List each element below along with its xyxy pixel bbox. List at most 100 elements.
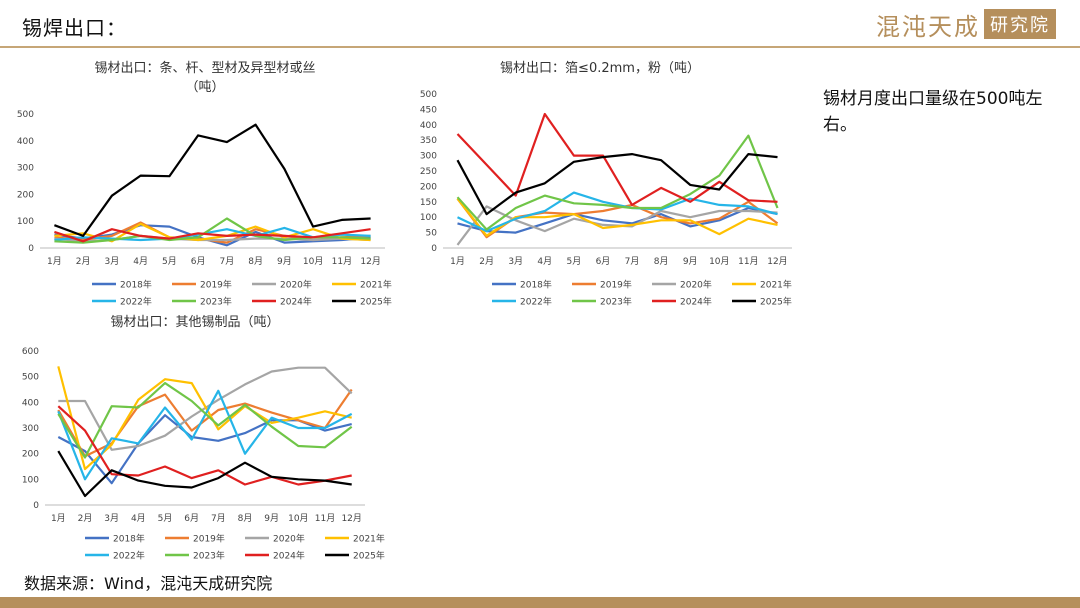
y-tick-label: 350 [420, 136, 437, 146]
chart-title: （吨） [185, 80, 224, 95]
series-line-2024年 [57, 405, 352, 486]
x-tick-label: 3月 [508, 256, 523, 267]
series-line-2024年 [54, 228, 371, 243]
x-tick-label: 7月 [220, 256, 235, 267]
x-tick-label: 11月 [332, 256, 352, 267]
legend-label: 2018年 [120, 279, 152, 291]
x-tick-label: 5月 [162, 256, 177, 267]
y-tick-label: 250 [420, 167, 437, 177]
x-tick-label: 4月 [537, 256, 552, 267]
x-tick-label: 8月 [248, 256, 263, 267]
legend-label: 2023年 [600, 296, 632, 308]
data-source: 数据来源：Wind，混沌天成研究院 [24, 574, 273, 593]
x-tick-label: 1月 [47, 256, 62, 267]
legend-label: 2023年 [200, 296, 232, 308]
series-line-2024年 [456, 112, 778, 206]
series-line-2022年 [457, 191, 778, 233]
chart-foil-powder: 锡材出口：箔≤0.2mm，粉（吨） 0 50 100 150 200 250 300 350 40… [395, 58, 800, 310]
chart-title: 锡材出口：箔≤0.2mm，粉（吨） [500, 60, 700, 76]
legend-label: 2021年 [760, 279, 792, 291]
series-line-2020年 [58, 366, 353, 451]
page-title: 锡焊出口： [22, 16, 127, 40]
x-tick-label: 6月 [191, 256, 206, 267]
legend-label: 2018年 [520, 279, 552, 291]
logo-badge: 研究院 [984, 9, 1056, 39]
series-line-2025年 [57, 450, 352, 498]
legend-label: 2018年 [113, 533, 145, 545]
x-tick-label: 6月 [184, 513, 199, 524]
y-tick-label: 100 [22, 475, 39, 485]
chart-svg: 锡材出口：条、杆、型材及异型材或丝 （吨） 0 100 200 300 400 500 1月 2月… [17, 60, 392, 308]
legend-label: 2021年 [353, 533, 385, 545]
x-tick-label: 12月 [341, 513, 361, 524]
x-tick-label: 11月 [738, 256, 758, 267]
brand-logo: 混沌天成 研究院 [876, 8, 1056, 41]
legend-label: 2024年 [280, 296, 312, 308]
y-tick-label: 50 [426, 229, 438, 239]
x-tick-label: 10月 [303, 256, 323, 267]
legend-label: 2019年 [200, 279, 232, 291]
legend-label: 2019年 [193, 533, 225, 545]
chart-title: 锡材出口：条、杆、型材及异型材或丝 [94, 60, 315, 76]
series-line-2025年 [54, 123, 371, 237]
y-tick-label: 500 [420, 90, 437, 100]
legend-label: 2020年 [280, 279, 312, 291]
x-tick-label: 3月 [104, 513, 119, 524]
legend-label: 2024年 [680, 296, 712, 308]
x-tick-label: 5月 [567, 256, 582, 267]
x-tick-label: 3月 [105, 256, 120, 267]
legend-label: 2020年 [273, 533, 305, 545]
y-tick-label: 200 [17, 190, 34, 200]
x-tick-label: 2月 [479, 256, 494, 267]
x-tick-label: 5月 [158, 513, 173, 524]
y-tick-label: 100 [420, 213, 437, 223]
series-line-2021年 [57, 366, 352, 471]
y-tick-label: 300 [17, 164, 34, 174]
x-tick-label: 7月 [625, 256, 640, 267]
series-line-2023年 [456, 134, 779, 231]
series-line-2018年 [457, 206, 778, 234]
legend-label: 2025年 [360, 296, 392, 308]
x-tick-label: 9月 [277, 256, 292, 267]
chart-svg: 锡材出口：其他锡制品（吨） 0 100 200 300 400 500 600 1月 2月 3月 4月… [22, 315, 385, 562]
footer-bar [0, 597, 1080, 608]
legend-label: 2022年 [120, 296, 152, 308]
series-line-2023年 [57, 381, 353, 459]
legend-label: 2020年 [680, 279, 712, 291]
x-tick-label: 4月 [131, 513, 146, 524]
y-tick-label: 0 [33, 501, 39, 511]
y-tick-label: 600 [22, 347, 39, 357]
x-tick-label: 4月 [133, 256, 148, 267]
header-divider [0, 46, 1080, 48]
legend-label: 2019年 [600, 279, 632, 291]
y-tick-label: 500 [22, 373, 39, 383]
x-tick-label: 1月 [450, 256, 465, 267]
series-line-2022年 [57, 389, 353, 481]
chart-title: 锡材出口：其他锡制品（吨） [110, 315, 279, 330]
x-tick-label: 6月 [596, 256, 611, 267]
y-tick-label: 200 [22, 450, 39, 460]
x-tick-label: 9月 [264, 513, 279, 524]
x-tick-label: 2月 [78, 513, 93, 524]
chart-svg: 锡材出口：箔≤0.2mm，粉（吨） 0 50 100 150 200 250 300 350 40… [420, 60, 792, 308]
x-tick-label: 12月 [767, 256, 787, 267]
x-tick-label: 10月 [288, 513, 308, 524]
y-tick-label: 450 [420, 105, 437, 115]
x-tick-label: 2月 [76, 256, 91, 267]
y-tick-label: 200 [420, 182, 437, 192]
y-tick-label: 300 [420, 152, 437, 162]
x-tick-label: 12月 [360, 256, 380, 267]
y-tick-label: 400 [22, 398, 39, 408]
y-tick-label: 400 [17, 137, 34, 147]
y-tick-label: 0 [431, 244, 437, 254]
x-tick-label: 1月 [51, 513, 66, 524]
legend-label: 2025年 [760, 296, 792, 308]
summary-note: 锡材月度出口量级在500吨左右。 [823, 89, 1043, 135]
y-tick-label: 150 [420, 198, 437, 208]
y-tick-label: 100 [17, 217, 34, 227]
legend-label: 2025年 [353, 550, 385, 562]
legend-label: 2022年 [113, 550, 145, 562]
legend-label: 2022年 [520, 296, 552, 308]
logo-text: 混沌天成 [876, 12, 980, 41]
x-tick-label: 11月 [315, 513, 335, 524]
